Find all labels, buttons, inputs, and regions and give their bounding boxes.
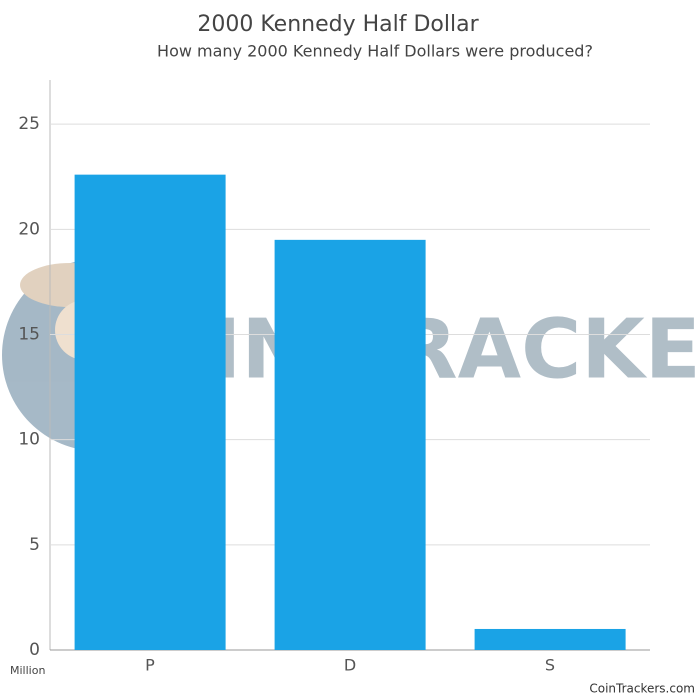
- bar: [274, 239, 426, 650]
- bar: [474, 628, 626, 650]
- y-tick-label: 10: [18, 430, 40, 450]
- x-tick-label: P: [145, 656, 155, 675]
- bar: [74, 174, 226, 650]
- chart-title: 2000 Kennedy Half Dollar: [197, 12, 479, 37]
- y-unit-label: Million: [10, 664, 45, 677]
- credit: CoinTrackers.com: [589, 682, 695, 696]
- x-tick-label: S: [545, 656, 555, 675]
- y-tick-label: 5: [29, 535, 40, 555]
- x-tick-label: D: [344, 656, 356, 675]
- y-tick-label: 15: [18, 325, 40, 345]
- y-tick-label: 20: [18, 219, 40, 239]
- y-tick-label: 0: [29, 640, 40, 660]
- chart-subtitle: How many 2000 Kennedy Half Dollars were …: [157, 42, 593, 61]
- y-tick-label: 25: [18, 114, 40, 134]
